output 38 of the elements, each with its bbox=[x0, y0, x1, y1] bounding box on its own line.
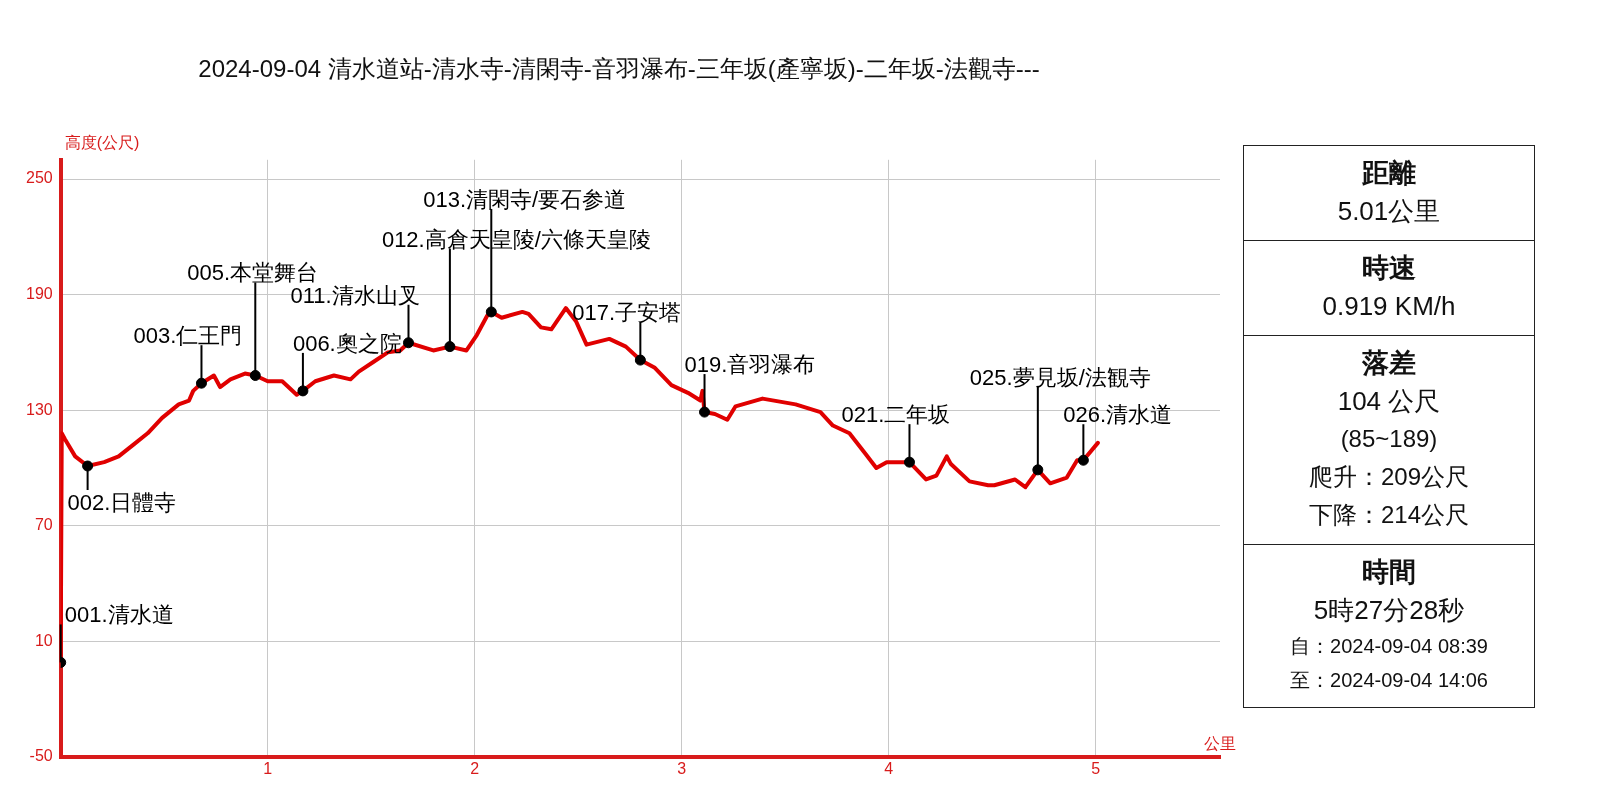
text: 至：2024-09-04 14:06 bbox=[1289, 668, 1489, 693]
chart-title: 2024-09-04 清水道站-清水寺-清閑寺-音羽瀑布-三年坂(產寧坂)-二年坂-法觀寺--- bbox=[198, 55, 1040, 83]
text: 0.919 KM/h bbox=[1321, 290, 1457, 323]
annotation: 025.夢見坂/法観寺 bbox=[969, 364, 1151, 390]
annotation: 019.音羽瀑布 bbox=[684, 352, 816, 378]
y-tick-label: 130 bbox=[25, 400, 53, 418]
x-tick-label: 1 bbox=[263, 759, 273, 777]
text: 下降：214公尺 bbox=[1307, 500, 1470, 530]
x-tick-label: 4 bbox=[884, 759, 894, 777]
text: 時間 bbox=[1361, 556, 1417, 589]
y-tick-label: 10 bbox=[34, 631, 53, 649]
annotation: 013.清閑寺/要石参道 bbox=[423, 186, 627, 212]
x-tick-label: 3 bbox=[677, 759, 687, 777]
x-tick-label: 2 bbox=[470, 759, 480, 777]
y-tick-label: 70 bbox=[34, 516, 53, 534]
y-tick-label: 190 bbox=[25, 285, 53, 303]
x-tick-label: 5 bbox=[1091, 759, 1101, 777]
text: 5時27分28秒 bbox=[1312, 594, 1466, 627]
annotation: 006.奧之院 bbox=[292, 330, 402, 356]
text: 104 公尺 bbox=[1336, 385, 1442, 418]
annotation: 021.二年坂 bbox=[841, 402, 951, 428]
text: (85~189) bbox=[1339, 424, 1439, 454]
annotation: 026.清水道 bbox=[1063, 402, 1173, 428]
text: 自：2024-09-04 08:39 bbox=[1289, 634, 1489, 659]
text: 爬升：209公尺 bbox=[1307, 462, 1470, 492]
text: 時速 bbox=[1361, 252, 1417, 285]
annotation: 012.高倉天皇陵/六條天皇陵 bbox=[381, 226, 651, 252]
annotation: 001.清水道 bbox=[64, 602, 174, 628]
annotation: 003.仁王門 bbox=[133, 323, 243, 349]
text: 距離 bbox=[1361, 157, 1417, 190]
annotation: 017.子安塔 bbox=[572, 300, 682, 326]
text: 5.01公里 bbox=[1336, 195, 1442, 228]
y-tick-label: -50 bbox=[29, 747, 53, 765]
text: 落差 bbox=[1361, 347, 1417, 380]
annotation: 002.日體寺 bbox=[67, 490, 177, 515]
y-tick-label: 250 bbox=[25, 169, 53, 187]
y-axis-title: 高度(公尺) bbox=[64, 133, 140, 151]
x-axis-title: 公里 bbox=[1204, 734, 1236, 752]
